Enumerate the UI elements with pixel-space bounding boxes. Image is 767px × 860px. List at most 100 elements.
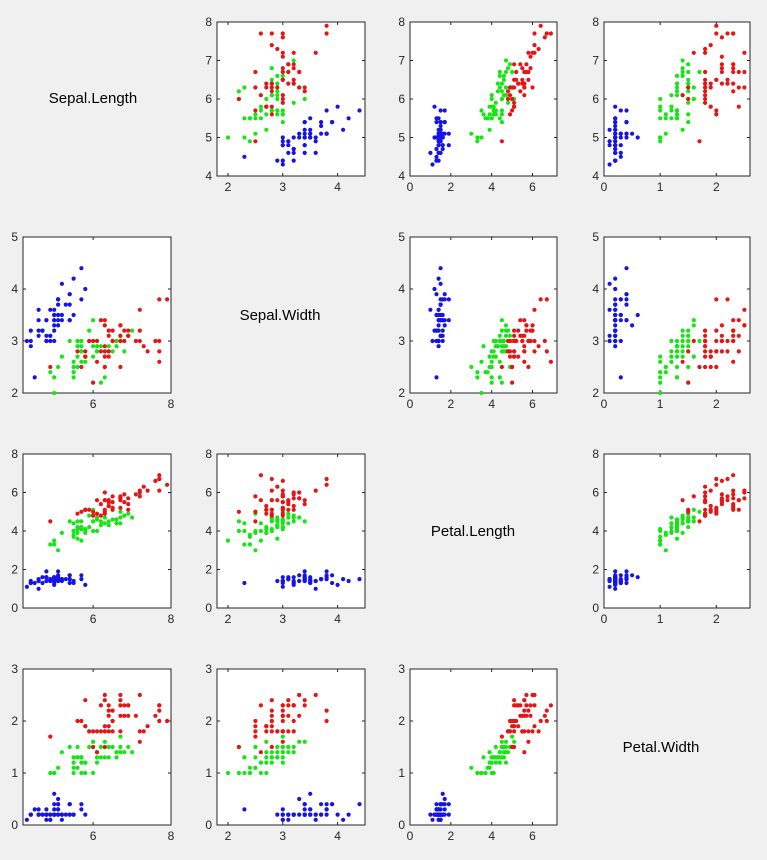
- data-point: [703, 333, 708, 338]
- data-point: [286, 577, 291, 582]
- data-point: [714, 31, 719, 36]
- data-point: [98, 729, 103, 734]
- diagonal-label: Sepal.Length: [49, 90, 137, 107]
- data-point: [501, 93, 506, 98]
- data-point: [126, 744, 131, 750]
- data-point: [269, 760, 274, 765]
- data-point: [130, 328, 135, 333]
- data-point: [91, 344, 96, 349]
- data-point: [297, 135, 302, 140]
- data-point: [145, 349, 150, 354]
- data-point: [624, 318, 629, 323]
- data-point: [319, 123, 324, 129]
- data-point: [52, 542, 57, 547]
- y-tick-label: 5: [398, 230, 405, 244]
- data-point: [91, 770, 96, 776]
- data-point: [511, 698, 517, 703]
- data-point: [280, 578, 285, 584]
- data-point: [44, 578, 49, 584]
- data-point: [280, 162, 285, 167]
- data-point: [52, 807, 57, 812]
- data-point: [36, 807, 41, 812]
- data-point: [446, 802, 451, 807]
- data-point: [106, 503, 111, 509]
- data-point: [98, 318, 103, 323]
- data-point: [75, 536, 80, 541]
- data-point: [91, 739, 96, 744]
- data-point: [291, 496, 296, 501]
- y-tick-label: 2: [205, 714, 212, 728]
- x-tick-label: 3: [279, 180, 286, 194]
- data-point: [118, 744, 123, 750]
- data-point: [703, 96, 708, 102]
- data-point: [613, 120, 618, 125]
- data-point: [87, 513, 92, 518]
- data-point: [286, 750, 291, 755]
- data-point: [319, 812, 324, 817]
- data-point: [253, 718, 258, 724]
- data-point: [247, 765, 252, 770]
- data-point: [613, 276, 618, 281]
- data-point: [83, 359, 88, 364]
- data-point: [613, 116, 618, 121]
- data-point: [346, 578, 351, 584]
- data-point: [491, 770, 496, 776]
- x-tick-label: 4: [488, 397, 495, 411]
- data-point: [79, 760, 84, 765]
- data-point: [499, 328, 504, 333]
- data-point: [269, 93, 274, 98]
- data-point: [133, 492, 138, 497]
- data-point: [613, 569, 618, 574]
- data-point: [686, 338, 691, 344]
- data-point: [59, 354, 64, 359]
- data-point: [438, 127, 443, 132]
- data-point: [130, 750, 135, 755]
- data-point: [102, 509, 107, 514]
- data-point: [613, 344, 618, 349]
- data-point: [302, 135, 307, 140]
- data-point: [313, 139, 318, 144]
- data-point: [319, 577, 324, 582]
- data-point: [48, 307, 53, 312]
- data-point: [71, 760, 76, 765]
- data-point: [236, 770, 241, 776]
- y-tick-label: 7: [205, 54, 212, 68]
- data-point: [505, 328, 511, 333]
- data-point: [291, 703, 296, 708]
- data-point: [489, 116, 494, 121]
- data-point: [511, 100, 517, 105]
- data-point: [742, 50, 747, 55]
- y-tick-label: 2: [11, 563, 18, 577]
- data-point: [71, 534, 76, 539]
- data-point: [48, 519, 53, 524]
- y-tick-label: 2: [398, 714, 405, 728]
- data-point: [511, 354, 517, 359]
- data-point: [511, 729, 517, 734]
- y-tick-label: 5: [11, 230, 18, 244]
- data-point: [686, 81, 691, 86]
- data-point: [436, 135, 441, 140]
- data-point: [269, 750, 274, 755]
- data-point: [524, 692, 529, 698]
- data-point: [669, 521, 674, 526]
- data-point: [436, 323, 441, 328]
- series-0: [428, 791, 451, 822]
- data-point: [481, 344, 486, 349]
- data-point: [94, 344, 100, 349]
- data-point: [269, 498, 274, 503]
- data-point: [522, 349, 527, 354]
- data-point: [708, 81, 713, 86]
- y-tick-label: 8: [11, 447, 18, 461]
- data-point: [133, 338, 138, 344]
- data-point: [126, 703, 131, 708]
- data-point: [613, 131, 618, 136]
- data-point: [725, 338, 730, 344]
- data-point: [63, 302, 68, 307]
- data-point: [674, 73, 680, 78]
- data-point: [269, 104, 274, 109]
- data-point: [71, 359, 76, 364]
- series-0: [24, 266, 88, 380]
- data-point: [330, 802, 335, 807]
- data-point: [544, 297, 549, 302]
- data-point: [297, 496, 302, 501]
